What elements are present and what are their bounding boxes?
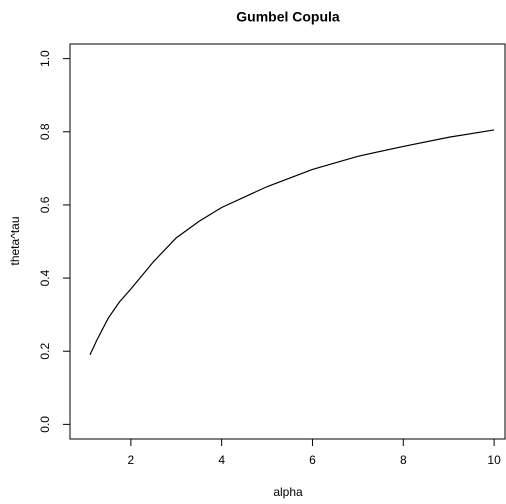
y-tick-label: 0.0 [38,416,52,433]
y-tick-label: 0.4 [38,269,52,286]
y-axis-label: theta^tau [8,216,22,265]
x-axis-label: alpha [273,485,303,499]
x-tick-label: 8 [400,453,407,467]
x-tick-label: 10 [487,453,501,467]
x-tick-label: 4 [218,453,225,467]
line-series [89,129,495,356]
y-tick-label: 0.6 [38,196,52,213]
y-tick-label: 0.8 [38,123,52,140]
plot-box [69,43,506,440]
x-tick-label: 2 [128,453,135,467]
y-tick-label: 0.2 [38,343,52,360]
x-tick-label: 6 [309,453,316,467]
chart-title: Gumbel Copula [236,9,340,25]
y-tick-label: 1.0 [38,50,52,67]
